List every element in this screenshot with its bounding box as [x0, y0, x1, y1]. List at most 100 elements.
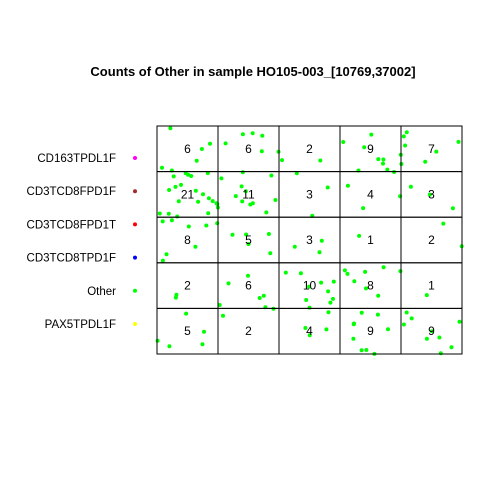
- cell-point: [202, 329, 206, 334]
- cell-point: [437, 335, 442, 340]
- cell-count-label: 8: [367, 279, 374, 293]
- cell-count-label: 5: [184, 324, 191, 338]
- cell-count-label: 3: [428, 187, 435, 201]
- legend-marker: [133, 255, 137, 260]
- cell-point: [257, 296, 262, 300]
- cell-point: [326, 289, 331, 294]
- cell-count-label: 11: [242, 187, 255, 201]
- cell-count-label: 1: [428, 279, 435, 293]
- cell-point: [362, 145, 367, 150]
- cell-point: [226, 281, 231, 286]
- cell-point: [280, 158, 284, 163]
- cell-point: [385, 167, 390, 172]
- cell-point: [168, 126, 173, 131]
- cell-point: [351, 322, 356, 327]
- cell-point: [364, 286, 368, 291]
- cell-count-label: 21: [181, 187, 195, 201]
- cell-count-label: 2: [306, 142, 313, 156]
- cell-point: [160, 165, 164, 170]
- cell-point: [244, 232, 249, 237]
- cell-point: [404, 130, 409, 135]
- cell-point: [233, 194, 238, 199]
- cell-point: [169, 218, 174, 223]
- cell-point: [292, 244, 297, 249]
- cell-point: [398, 269, 403, 274]
- cell-point: [401, 322, 406, 327]
- cell-point: [171, 174, 176, 179]
- cell-point: [173, 184, 178, 189]
- cell-point: [248, 202, 253, 207]
- cell-point: [266, 232, 271, 236]
- cell-point: [427, 192, 432, 197]
- cell-point: [364, 348, 369, 352]
- cell-point: [260, 133, 265, 138]
- cell-point: [193, 244, 198, 249]
- cell-point: [430, 329, 434, 334]
- cell-point: [341, 140, 346, 144]
- cell-point: [304, 298, 309, 302]
- cell-point: [246, 273, 250, 278]
- cell-point: [357, 233, 362, 238]
- legend-marker: [133, 288, 137, 293]
- legend-label: CD163TPDL1F: [37, 153, 116, 165]
- cell-point: [298, 271, 303, 276]
- cell-count-label: 6: [245, 279, 252, 293]
- cell-point: [319, 280, 324, 285]
- cell-point: [246, 242, 251, 247]
- cell-count-label: 9: [428, 324, 435, 338]
- legend-marker: [133, 189, 137, 194]
- cell-point: [361, 206, 366, 211]
- cell-point: [403, 143, 408, 148]
- cell-point: [342, 268, 347, 273]
- cell-point: [331, 279, 336, 284]
- cell-point: [359, 348, 364, 353]
- legend-marker: [133, 222, 137, 227]
- cell-point: [230, 232, 235, 237]
- cell-point: [261, 293, 266, 298]
- cell-point: [167, 344, 172, 349]
- cell-point: [268, 251, 273, 256]
- cell-point: [376, 157, 381, 162]
- cell-point: [186, 224, 191, 229]
- cell-point: [215, 221, 220, 226]
- cell-count-label: 3: [306, 233, 313, 247]
- cell-point: [331, 296, 335, 301]
- cell-point: [381, 161, 385, 166]
- cell-point: [157, 211, 162, 216]
- cell-point: [438, 351, 443, 356]
- cell-point: [434, 149, 439, 154]
- cell-point: [345, 271, 350, 276]
- cell-point: [200, 342, 205, 347]
- cell-count-label: 6: [245, 142, 252, 156]
- cell-point: [294, 171, 299, 176]
- cell-point: [240, 170, 245, 175]
- cell-point: [326, 310, 331, 315]
- cell-point: [179, 182, 183, 187]
- cell-point: [369, 132, 374, 137]
- cell-point: [176, 199, 181, 204]
- cell-point: [264, 210, 269, 215]
- cell-point: [441, 221, 446, 226]
- cell-count-label: 10: [303, 279, 317, 293]
- cell-point: [345, 183, 350, 188]
- cell-point: [449, 345, 454, 350]
- grid-cells: [156, 125, 463, 355]
- cell-point: [328, 300, 333, 305]
- cell-point: [401, 134, 406, 139]
- cell-point: [208, 141, 212, 146]
- cell-count-label: 3: [306, 187, 313, 201]
- cell-point: [376, 293, 381, 298]
- cell-point: [239, 184, 244, 189]
- cell-point: [250, 131, 255, 136]
- cell-point: [363, 269, 368, 274]
- cell-point: [283, 270, 288, 275]
- cell-count-label: 2: [428, 233, 435, 247]
- cell-point: [173, 295, 178, 300]
- legend-label: Other: [87, 286, 116, 298]
- cell-count-label: 6: [184, 142, 191, 156]
- legend-label: CD3TCD8TPD1F: [27, 253, 116, 265]
- cell-point: [324, 327, 329, 332]
- cell-point: [404, 310, 409, 315]
